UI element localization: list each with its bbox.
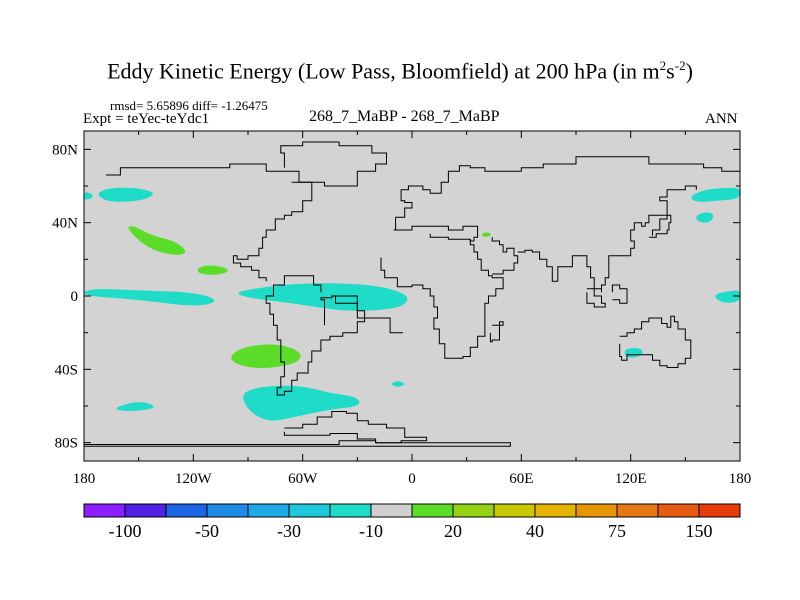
contour-region-8 xyxy=(116,402,154,411)
stats-label: rmsd= 5.65896 diff= -1.26475 xyxy=(110,98,268,113)
coastline-14 xyxy=(611,284,628,304)
colorbar-label: -10 xyxy=(359,521,383,541)
colorbar-swatch xyxy=(329,503,372,518)
coastline-3 xyxy=(331,295,403,334)
colorbar-swatch xyxy=(534,503,577,518)
x-tick-label: 120E xyxy=(615,471,647,487)
coastline-6 xyxy=(393,156,740,231)
coastline-13 xyxy=(586,288,606,308)
contour-region-7 xyxy=(243,385,360,421)
contour-region-11 xyxy=(128,226,186,255)
colorbar-swatch xyxy=(698,503,741,518)
experiment-label: Expt = teYec-teYdc1 xyxy=(83,111,210,127)
colorbar-swatch xyxy=(616,503,659,518)
coastline-5 xyxy=(280,141,387,187)
colorbar-label: -50 xyxy=(195,521,219,541)
contour-region-12 xyxy=(197,265,228,275)
coastline-9 xyxy=(491,237,519,275)
contour-region-9 xyxy=(391,381,405,387)
y-tick-label: 40N xyxy=(52,216,78,232)
coastline-10 xyxy=(517,185,697,293)
contour-region-2 xyxy=(98,187,153,202)
center-label: 268_7_MaBP - 268_7_MaBP xyxy=(309,108,500,125)
x-tick-label: 60E xyxy=(509,471,533,487)
colorbar-swatch xyxy=(370,503,413,518)
x-tick-label: 120W xyxy=(175,471,213,487)
coastline-8 xyxy=(380,239,504,359)
colorbar-swatch xyxy=(124,503,167,518)
x-tick-label: 60W xyxy=(288,471,318,487)
colorbar-swatch xyxy=(411,503,454,518)
colorbar-swatch xyxy=(657,503,700,518)
x-tick-label: 180 xyxy=(73,471,96,487)
y-tick-label: 0 xyxy=(71,289,79,305)
contour-region-1 xyxy=(238,283,408,311)
y-tick-label: 40S xyxy=(55,362,78,378)
contour-region-6 xyxy=(715,290,740,303)
coastline-11 xyxy=(489,321,504,343)
contour-region-3 xyxy=(84,192,93,200)
coastline-7 xyxy=(393,225,479,242)
y-tick-label: 80S xyxy=(55,436,78,452)
colorbar-label: 20 xyxy=(444,521,462,541)
colorbar-swatch xyxy=(206,503,249,518)
colorbar-swatch xyxy=(165,503,208,518)
contour-region-0 xyxy=(84,289,215,306)
x-tick-label: 0 xyxy=(408,471,416,487)
y-tick-label: 80N xyxy=(52,142,78,158)
colorbar-swatch xyxy=(247,503,290,518)
colorbar-swatch xyxy=(83,503,126,518)
colorbar-label: -30 xyxy=(277,521,301,541)
colorbar-label: 75 xyxy=(608,521,626,541)
coastline-12 xyxy=(619,315,692,368)
coastline-1 xyxy=(283,411,428,444)
contour-region-5 xyxy=(696,212,714,223)
colorbar-swatch xyxy=(493,503,536,518)
colorbar-swatch xyxy=(452,503,495,518)
colorbar-label: 40 xyxy=(526,521,544,541)
chart-title: Eddy Kinetic Energy (Low Pass, Bloomfiel… xyxy=(107,58,693,84)
contour-region-14 xyxy=(481,232,491,237)
colorbar-label: -100 xyxy=(109,521,142,541)
coastline-15 xyxy=(648,214,672,238)
x-tick-label: 180 xyxy=(729,471,752,487)
coastline-4 xyxy=(105,163,313,282)
contour-region-4 xyxy=(691,187,740,202)
colorbar-swatch xyxy=(288,503,331,518)
colorbar-swatch xyxy=(575,503,618,518)
colorbar-label: 150 xyxy=(686,521,713,541)
season-label: ANN xyxy=(705,111,738,127)
